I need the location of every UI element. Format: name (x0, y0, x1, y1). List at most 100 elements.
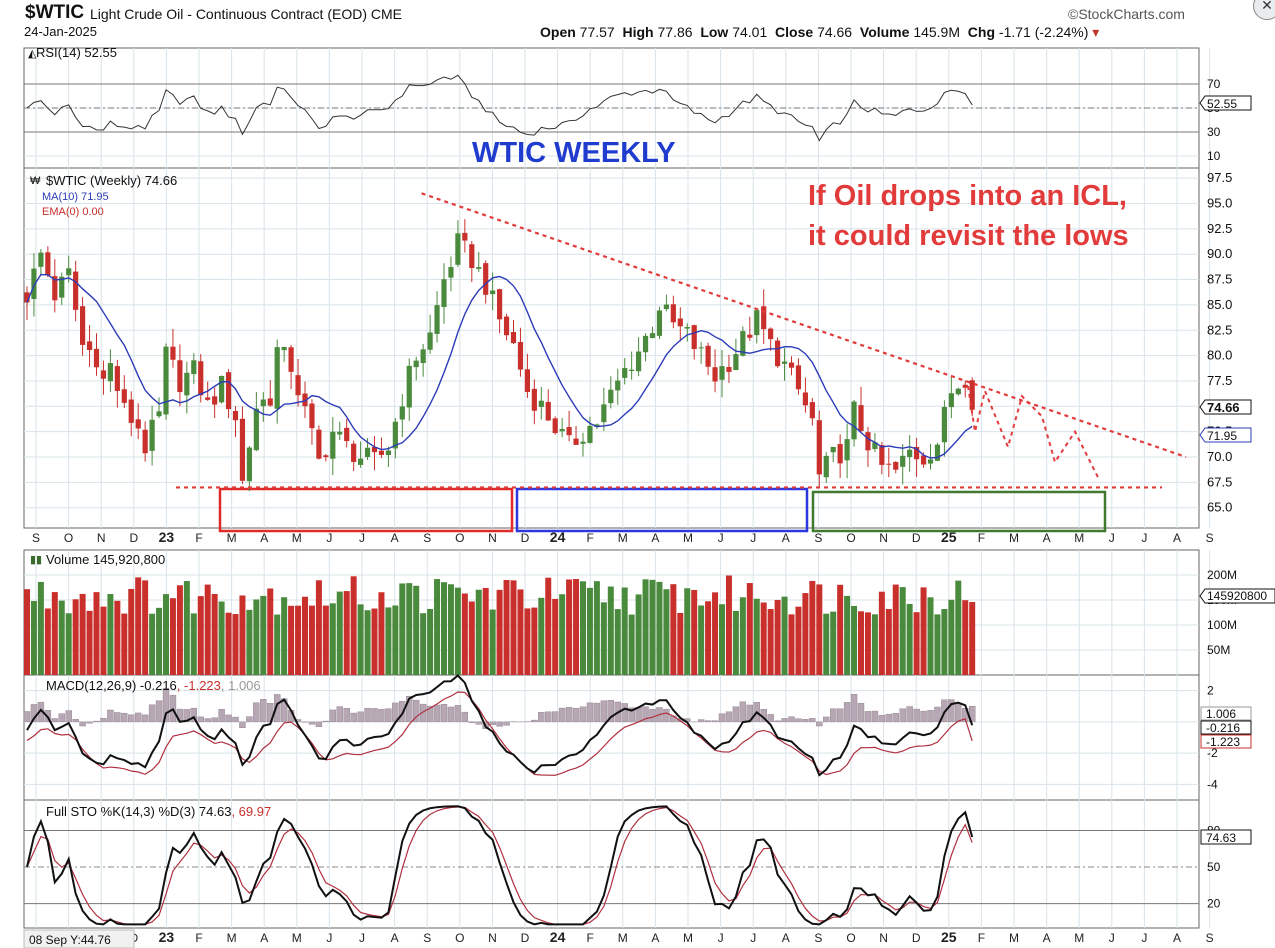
candle-body (705, 345, 711, 367)
candle-body (649, 333, 656, 339)
volume-bar (892, 584, 899, 675)
month-label: M (683, 531, 693, 545)
volume-bar (267, 588, 274, 675)
volume-bar (260, 595, 267, 675)
month-label: J (718, 931, 724, 945)
volume-bar (969, 602, 976, 675)
macd-hist-bar (871, 710, 879, 723)
box-2023 (218, 487, 514, 533)
candle-body (670, 304, 676, 323)
volume-bar (100, 606, 107, 675)
macd-hist-bar (51, 718, 58, 723)
candle-body (719, 366, 725, 380)
sto-tag-text: 74.63 (1206, 831, 1236, 845)
volume-bar (482, 587, 489, 675)
volume-bar (913, 612, 920, 675)
volume-bar (837, 584, 844, 675)
price-tick: 65.0 (1207, 500, 1232, 515)
volume-bar (183, 580, 190, 675)
month-label: D (521, 931, 530, 945)
price-tick: 77.5 (1207, 373, 1232, 388)
volume-bar (781, 596, 788, 675)
volume-bar (566, 579, 573, 675)
month-label: N (879, 931, 888, 945)
price-label: $WTIC (Weekly) 74.66 (46, 173, 177, 188)
month-label: M (292, 931, 302, 945)
volume-bar (698, 605, 705, 675)
sto-tag: 74.63 (1200, 829, 1252, 845)
macd-hist-bar (419, 703, 427, 723)
volume-label: Volume (859, 24, 910, 40)
chg-label: Chg (967, 24, 996, 40)
month-label: D (912, 931, 921, 945)
macd-hist-bar (211, 717, 218, 723)
macd-hist-bar (308, 721, 316, 725)
candle-body (837, 444, 843, 464)
volume-tag-text: 145920800 (1207, 589, 1267, 603)
volume-bar (392, 605, 399, 675)
macd-hist-bar (121, 712, 128, 723)
sto-k-line (26, 805, 974, 926)
sto-d-value: , 69.97 (231, 804, 271, 819)
macd-line (26, 674, 974, 777)
box-2024 (515, 487, 809, 533)
macd-tag-hist: 1.006 (1206, 707, 1236, 721)
cursor-readout: 08 Sep Y:44.76 (29, 933, 111, 947)
macd-hist-bar (246, 716, 253, 723)
macd-hist-bar (795, 718, 802, 723)
candle-body (406, 365, 412, 408)
candle-body (205, 397, 211, 400)
candle-body (663, 304, 669, 310)
candle-body (622, 368, 628, 378)
volume-bar (211, 593, 218, 675)
macd-hist-bar (579, 706, 587, 723)
candle-body (212, 396, 218, 405)
volume-bar (454, 587, 461, 675)
macd-hist-bar (433, 704, 441, 723)
price-tick: 82.5 (1207, 322, 1232, 337)
macd-hist-bar (426, 705, 434, 723)
volume-bar (719, 604, 725, 675)
candle-body (573, 438, 579, 445)
chg-value: -1.71 (-2.24%) (998, 24, 1089, 40)
macd-hist-bar (65, 710, 72, 723)
macd-hist-bar (864, 711, 872, 723)
sto-label: Full STO %K(14,3) %D(3) 74.63, 69.97 (46, 804, 271, 819)
candle-body (364, 447, 371, 457)
close-icon[interactable]: ✕ (1253, 0, 1275, 20)
month-label: O (455, 931, 464, 945)
candle-body (107, 363, 113, 382)
price-tick: 92.5 (1207, 221, 1232, 236)
symbol-title: $WTIC (25, 2, 85, 23)
candle-body (198, 361, 204, 396)
macd-hist-bar (141, 714, 149, 723)
price-tag-text: 74.66 (1207, 400, 1240, 415)
rsi-line (26, 74, 973, 142)
candle-body (948, 393, 954, 408)
volume-bar (315, 580, 322, 675)
month-label: S (32, 531, 40, 545)
candle-body (788, 362, 795, 368)
macd-hist-bar (649, 708, 656, 723)
rsi-icon: ◭ (28, 48, 37, 60)
brand-watermark[interactable]: ©StockCharts.com (1068, 6, 1185, 22)
candle-body (476, 267, 482, 269)
macd-value: -0.216 (136, 678, 176, 693)
macd-hist-bar (725, 711, 733, 723)
month-label: F (978, 531, 985, 545)
candle-body (809, 402, 815, 419)
month-label: A (782, 531, 790, 545)
candle-body (392, 421, 398, 449)
price-tag: 74.66 (1199, 399, 1252, 415)
macd-hist-bar (878, 715, 886, 723)
volume-bar (878, 591, 885, 675)
month-label: J (750, 931, 756, 945)
macd-hist-bar (183, 709, 191, 723)
volume-bar (760, 602, 767, 675)
volume-bar (802, 593, 809, 675)
volume-bar (413, 585, 420, 675)
volume-bar (809, 580, 816, 675)
exchange-text: CME (370, 6, 403, 22)
volume-bar (739, 597, 746, 675)
